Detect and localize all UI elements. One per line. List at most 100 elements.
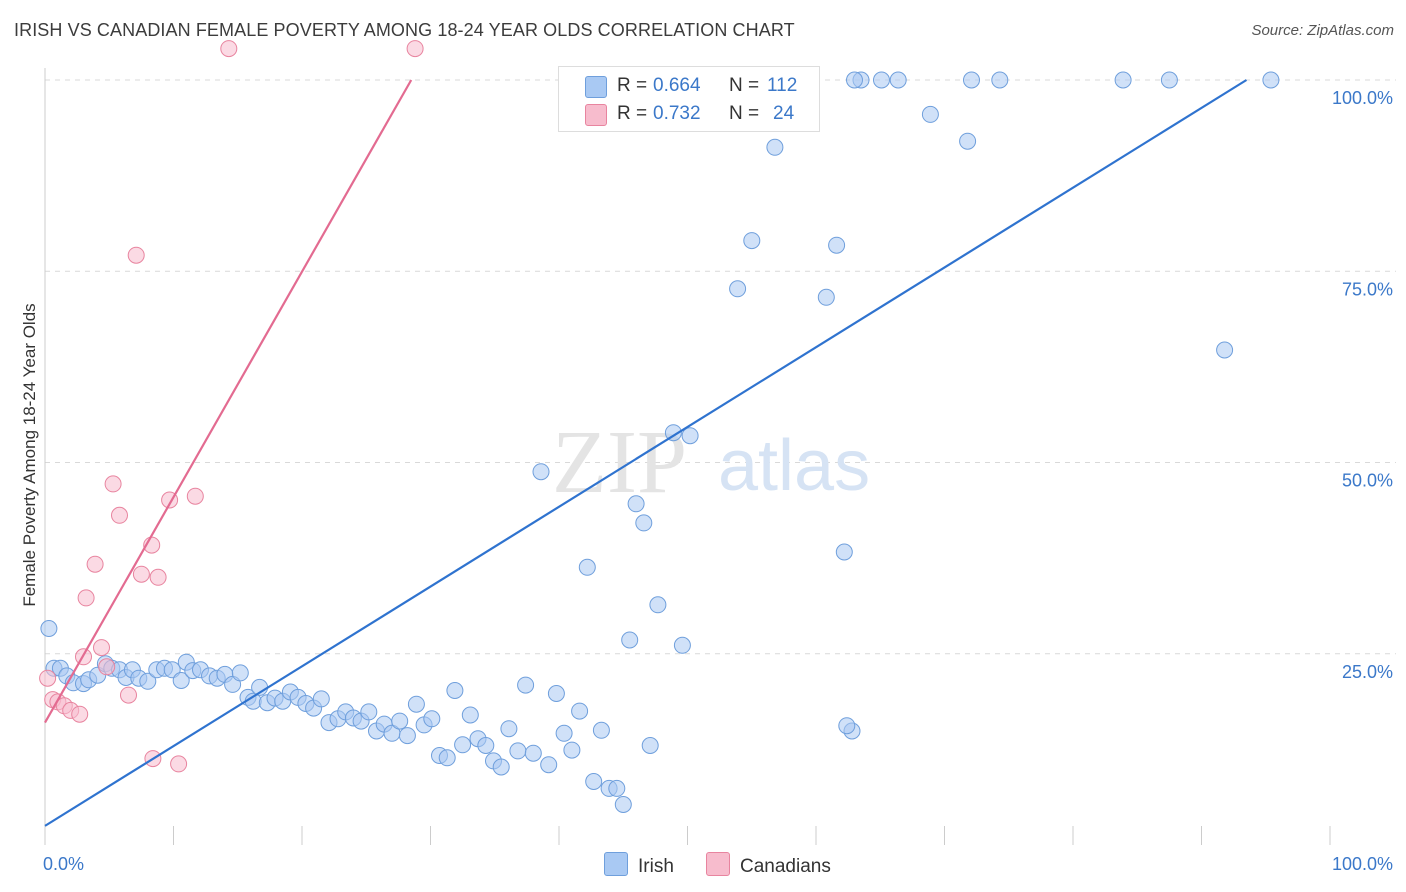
point-irish	[555, 724, 573, 742]
point-canadians	[71, 705, 89, 723]
point-irish	[509, 742, 527, 760]
y-tick-label: 25.0%	[1342, 662, 1393, 682]
point-irish	[621, 631, 639, 649]
y-tick-label: 100.0%	[1332, 88, 1393, 108]
legend-swatch-canadians	[585, 104, 607, 126]
x-tick-label: 100.0%	[1332, 854, 1393, 874]
point-canadians	[120, 686, 137, 704]
point-irish	[641, 737, 659, 754]
point-irish	[585, 773, 603, 790]
legend-n-value: 112	[767, 75, 798, 96]
watermark-zip: ZIP	[552, 413, 687, 512]
legend-n-label: N =	[729, 103, 760, 124]
axes	[44, 68, 1331, 845]
point-irish	[1216, 341, 1234, 359]
bottom-legend-label-irish: Irish	[638, 856, 674, 877]
legend: R = 0.664 N = 112 R = 0.732 N = 24	[558, 66, 820, 132]
point-irish	[454, 736, 472, 754]
point-canadians	[111, 506, 128, 524]
point-canadians	[220, 40, 238, 58]
trend-line-irish	[44, 79, 1248, 827]
point-canadians	[127, 246, 145, 264]
point-irish	[563, 741, 581, 759]
point-irish	[461, 706, 479, 724]
chart-title: IRISH VS CANADIAN FEMALE POVERTY AMONG 1…	[14, 20, 795, 40]
point-irish	[649, 596, 667, 614]
bottom-legend-canadians: Canadians	[706, 852, 831, 878]
point-canadians	[170, 755, 188, 773]
point-irish	[991, 71, 1009, 89]
point-canadians	[77, 589, 95, 607]
point-irish	[1262, 71, 1280, 89]
x-tick-label: 0.0%	[43, 854, 84, 874]
watermark-atlas: atlas	[718, 426, 870, 506]
point-irish	[500, 720, 518, 738]
point-irish	[423, 710, 441, 728]
point-irish	[231, 664, 249, 682]
point-irish	[360, 703, 378, 721]
point-irish	[873, 71, 890, 89]
bottom-legend-swatch-irish	[604, 852, 628, 876]
point-canadians	[104, 475, 122, 493]
point-irish	[532, 463, 550, 481]
point-canadians	[86, 555, 104, 573]
point-irish	[438, 749, 456, 767]
point-irish	[524, 744, 542, 762]
point-irish	[959, 132, 977, 150]
point-irish	[547, 685, 565, 702]
point-irish	[766, 138, 784, 156]
point-irish	[838, 717, 856, 735]
legend-n-value: 24	[773, 103, 795, 124]
point-irish	[1160, 71, 1178, 89]
point-irish	[921, 105, 939, 123]
point-irish	[963, 71, 980, 89]
point-irish	[889, 71, 907, 89]
trend-line-canadians	[44, 79, 413, 724]
point-canadians	[406, 40, 424, 58]
tick-labels: 25.0% 50.0% 75.0% 100.0% 0.0% 100.0%	[43, 88, 1393, 874]
legend-r-label: R =	[617, 103, 648, 124]
point-irish	[635, 514, 653, 532]
y-tick-label: 50.0%	[1342, 471, 1393, 491]
point-irish	[312, 690, 330, 708]
point-irish	[571, 702, 589, 720]
point-irish	[608, 779, 626, 797]
point-irish	[664, 424, 682, 442]
point-irish	[817, 288, 835, 306]
point-irish	[398, 727, 416, 745]
point-canadians	[98, 658, 116, 676]
point-irish	[1114, 71, 1132, 89]
point-irish	[614, 796, 632, 813]
bottom-legend-irish: Irish	[604, 852, 674, 878]
point-irish	[540, 756, 558, 774]
point-irish	[673, 636, 691, 654]
legend-r-value: 0.732	[653, 103, 701, 124]
point-irish	[681, 427, 699, 445]
point-canadians	[149, 568, 167, 586]
point-irish	[391, 712, 409, 730]
point-irish	[446, 682, 464, 699]
point-irish	[729, 280, 747, 298]
bottom-legend-label-canadians: Canadians	[740, 856, 831, 877]
point-irish	[517, 676, 535, 694]
point-irish	[743, 232, 761, 250]
point-irish	[846, 71, 863, 89]
point-canadians	[39, 669, 57, 687]
point-irish	[139, 672, 157, 690]
point-irish	[828, 236, 846, 254]
legend-r-value: 0.664	[653, 75, 701, 96]
y-axis-label: Female Poverty Among 18-24 Year Olds	[20, 303, 39, 607]
legend-n-label: N =	[729, 75, 760, 96]
point-canadians	[132, 565, 150, 583]
point-irish	[627, 495, 645, 513]
point-irish	[592, 721, 610, 739]
legend-r-label: R =	[617, 75, 648, 96]
y-tick-label: 75.0%	[1342, 279, 1393, 299]
trend-lines	[44, 79, 1248, 827]
watermark: ZIP atlas	[552, 413, 870, 512]
point-canadians	[186, 487, 204, 505]
legend-swatch-irish	[585, 76, 607, 98]
point-irish	[40, 620, 58, 637]
point-irish	[492, 758, 510, 776]
